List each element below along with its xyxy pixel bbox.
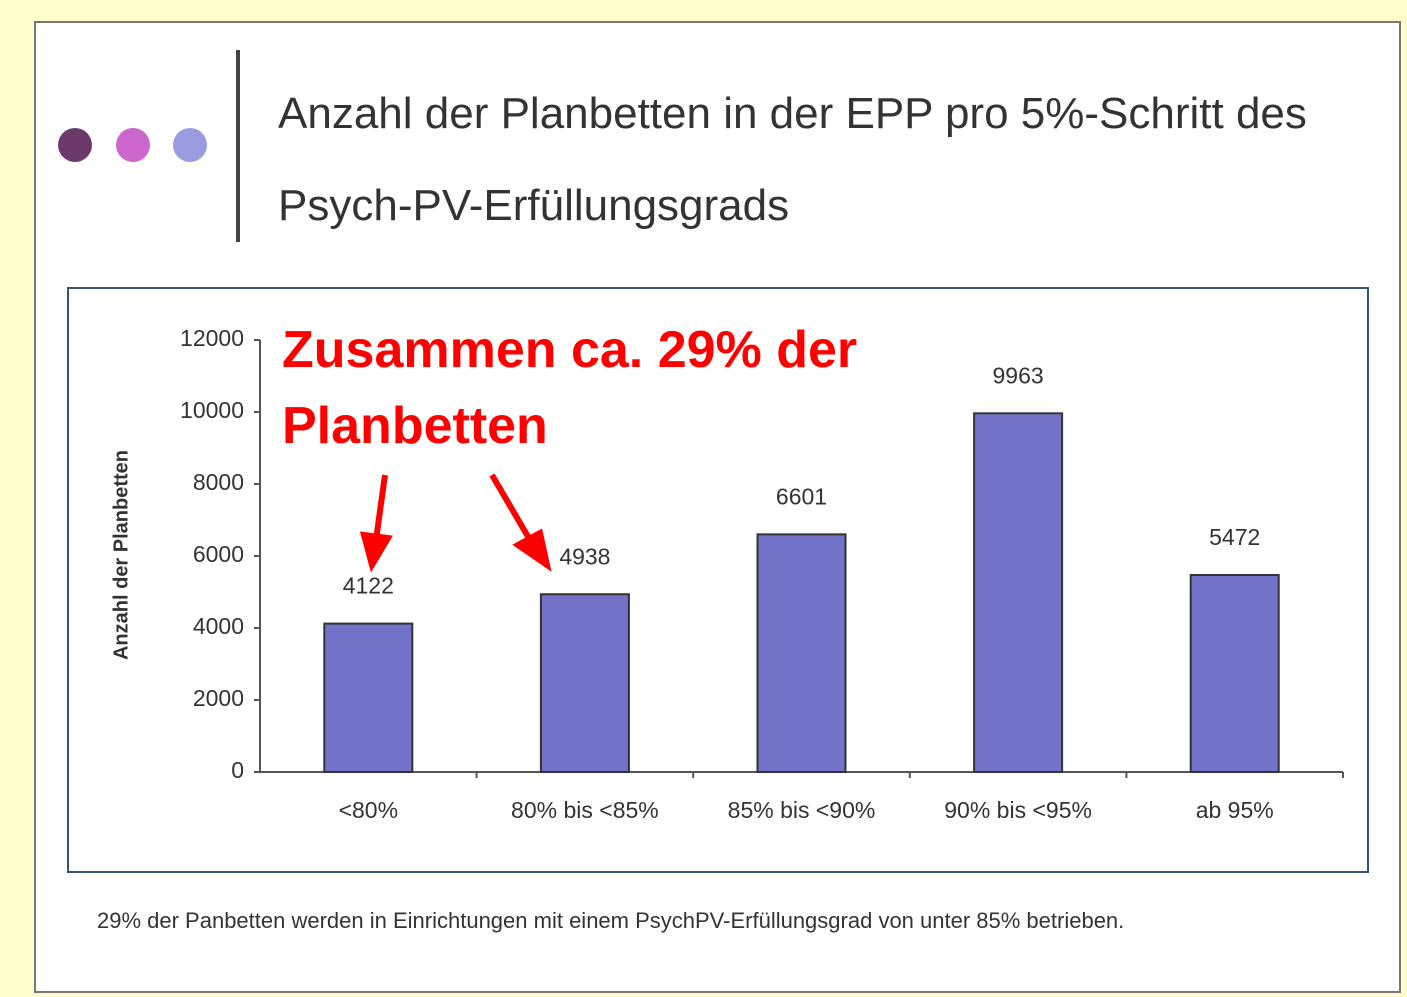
value-label: 4938 [559, 543, 610, 569]
y-tick-label: 4000 [193, 613, 244, 639]
dot [173, 128, 207, 162]
x-tick-label: 85% bis <90% [728, 797, 876, 823]
y-tick-label: 6000 [193, 541, 244, 567]
value-label: 9963 [993, 362, 1044, 388]
y-tick-label: 12000 [180, 325, 244, 351]
bar [973, 412, 1064, 773]
arrows [359, 473, 552, 573]
dot [116, 128, 150, 162]
value-label: 6601 [776, 483, 827, 509]
y-tick-label: 0 [231, 757, 244, 783]
x-tick-label: 80% bis <85% [511, 797, 659, 823]
x-tick-label: ab 95% [1196, 797, 1274, 823]
bar [1189, 574, 1280, 773]
x-tick-label: <80% [339, 797, 398, 823]
y-tick-label: 8000 [193, 469, 244, 495]
slide-title: Anzahl der Planbetten in der EPP pro 5%-… [278, 89, 1307, 230]
y-tick-label: 10000 [180, 397, 244, 423]
bar [539, 593, 630, 773]
y-axis-title: Anzahl der Planbetten [110, 450, 132, 660]
value-label: 4122 [343, 573, 394, 599]
annotation: Zusammen ca. 29% der Planbetten [282, 321, 858, 455]
footnote: 29% der Panbetten werden in Einrichtunge… [97, 908, 1125, 933]
bar [323, 622, 414, 773]
x-tick-label: 90% bis <95% [944, 797, 1092, 823]
y-tick-label: 2000 [193, 685, 244, 711]
value-label: 5472 [1209, 524, 1260, 550]
dot [58, 128, 92, 162]
chart-frame [67, 287, 1369, 873]
bar [756, 533, 847, 774]
